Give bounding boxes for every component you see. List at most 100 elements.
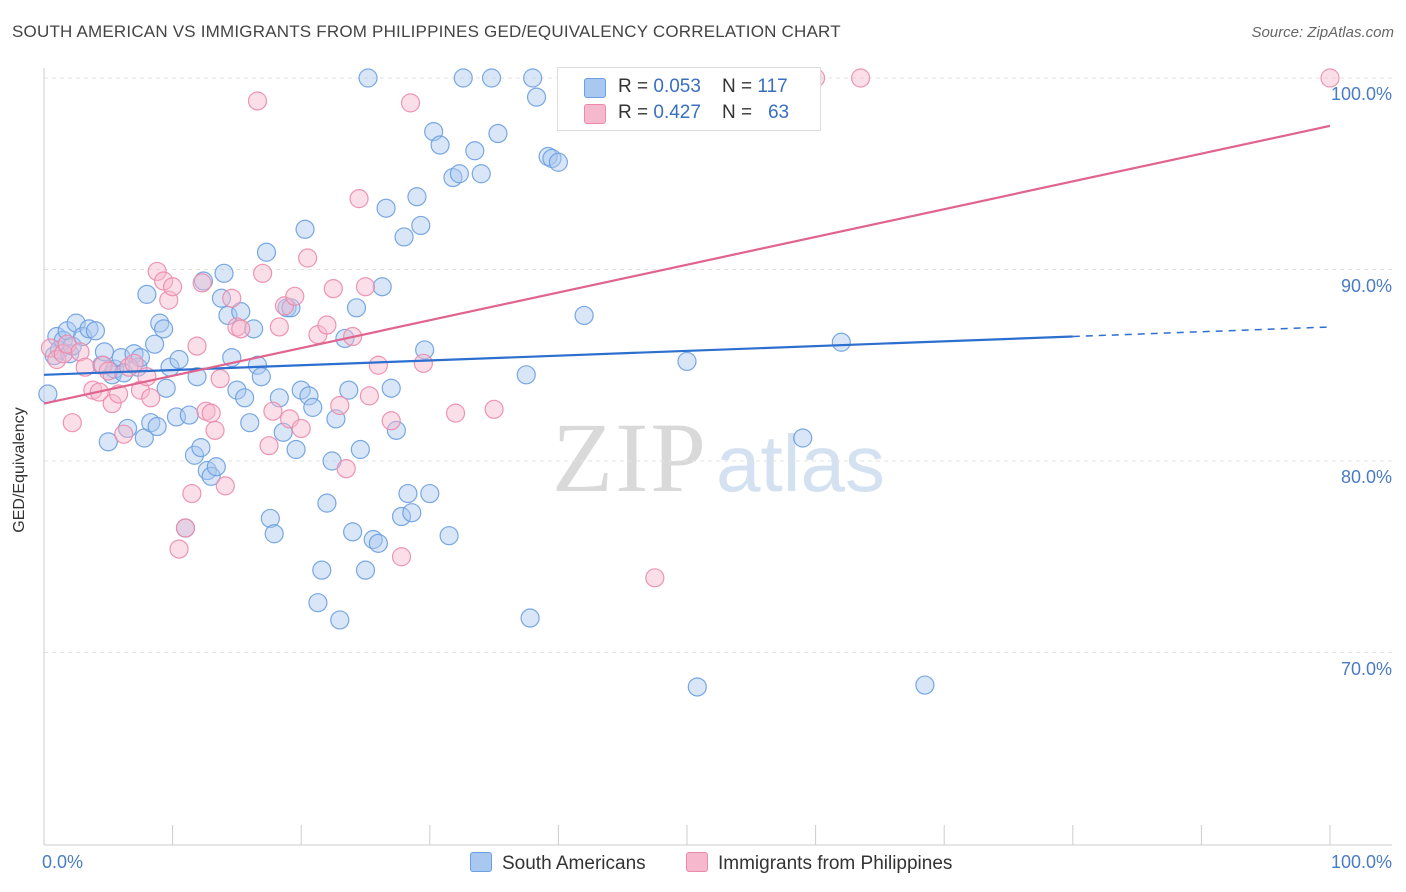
legend-item-south-americans: South Americans <box>470 852 646 875</box>
data-point <box>114 424 134 444</box>
data-point <box>295 219 315 239</box>
data-point <box>231 319 251 339</box>
data-point <box>407 187 427 207</box>
data-point <box>430 135 450 155</box>
watermark-atlas: atlas <box>716 419 885 508</box>
data-point <box>260 508 280 529</box>
data-point <box>645 568 665 588</box>
data-point <box>368 355 388 375</box>
data-point <box>831 332 851 352</box>
data-point <box>687 677 707 697</box>
data-point <box>526 87 547 107</box>
grid-lines <box>44 77 1392 653</box>
data-point <box>516 365 536 385</box>
data-point <box>102 393 122 414</box>
data-point <box>251 367 271 387</box>
data-point <box>330 610 350 630</box>
data-point <box>163 277 183 297</box>
data-point <box>227 380 247 400</box>
chart-source: Source: ZipAtlas.com <box>1251 24 1394 41</box>
data-point <box>201 403 221 423</box>
data-point <box>391 547 412 567</box>
philippines-points <box>40 68 1340 588</box>
data-point <box>70 342 90 362</box>
data-point <box>269 317 289 337</box>
pink-swatch <box>584 104 606 124</box>
n-value: 117 <box>757 76 788 97</box>
chart-title: SOUTH AMERICAN VS IMMIGRANTS FROM PHILIP… <box>12 22 841 41</box>
data-point <box>253 263 273 283</box>
data-point <box>394 227 414 247</box>
data-point <box>915 675 935 695</box>
data-point <box>484 399 504 419</box>
data-point <box>187 336 207 356</box>
data-point <box>182 483 202 504</box>
data-point <box>264 524 284 544</box>
data-point <box>358 68 378 88</box>
data-point <box>308 593 328 613</box>
data-point <box>449 164 469 184</box>
data-point <box>256 242 277 262</box>
data-point <box>359 386 379 406</box>
data-point <box>317 493 337 513</box>
data-point <box>488 123 508 144</box>
data-point <box>85 321 106 341</box>
data-point <box>286 439 306 460</box>
data-point <box>184 445 205 465</box>
data-point <box>851 68 871 88</box>
data-point <box>147 261 167 282</box>
data-point <box>445 403 466 423</box>
data-point <box>398 483 418 504</box>
legend-label: South Americans <box>502 853 646 874</box>
data-point <box>169 349 189 370</box>
data-point <box>53 344 73 364</box>
data-point <box>411 215 431 236</box>
trend-lines <box>43 124 1331 405</box>
data-point <box>211 288 232 308</box>
r-label: R = <box>618 102 654 123</box>
r-label: R = <box>618 76 654 97</box>
data-point <box>285 286 305 306</box>
stats-legend: R = 0.053 N = 117 R = 0.427 N = 63 <box>557 67 821 131</box>
data-point <box>548 152 569 172</box>
data-point <box>147 416 167 437</box>
data-point <box>206 457 226 477</box>
data-point <box>413 353 433 373</box>
y-tick-label: 90.0% <box>1340 276 1392 296</box>
data-point <box>355 560 376 580</box>
watermark-zip: ZIP <box>552 402 708 513</box>
data-point <box>400 93 421 113</box>
data-point <box>312 560 332 580</box>
data-point <box>215 476 235 496</box>
data-point <box>156 378 176 398</box>
data-point <box>420 483 440 504</box>
x-tick-label-max: 100.0% <box>1330 852 1392 872</box>
data-point <box>523 68 543 88</box>
data-point <box>98 361 118 381</box>
blue-swatch <box>584 78 606 98</box>
data-point <box>376 198 396 218</box>
data-point <box>222 288 242 308</box>
south-americans-trend-extension <box>1072 326 1331 338</box>
data-point <box>175 518 196 538</box>
x-tick-label-min: 0.0% <box>42 852 84 872</box>
data-point <box>355 277 376 297</box>
data-point <box>153 319 174 339</box>
data-point <box>299 386 319 406</box>
y-axis-label: GED/Equivalency <box>11 407 28 533</box>
legend-swatch <box>686 852 708 872</box>
n-value: 63 <box>767 102 790 123</box>
data-point <box>386 420 406 440</box>
data-point <box>574 305 594 326</box>
data-point <box>93 355 113 375</box>
data-point <box>350 439 370 460</box>
data-point <box>677 351 697 372</box>
data-point <box>274 296 295 316</box>
data-point <box>141 388 161 408</box>
data-point <box>240 413 260 433</box>
data-point <box>471 164 491 184</box>
legend-label: Immigrants from Philippines <box>718 853 953 874</box>
data-point <box>98 432 118 452</box>
data-point <box>210 369 230 389</box>
